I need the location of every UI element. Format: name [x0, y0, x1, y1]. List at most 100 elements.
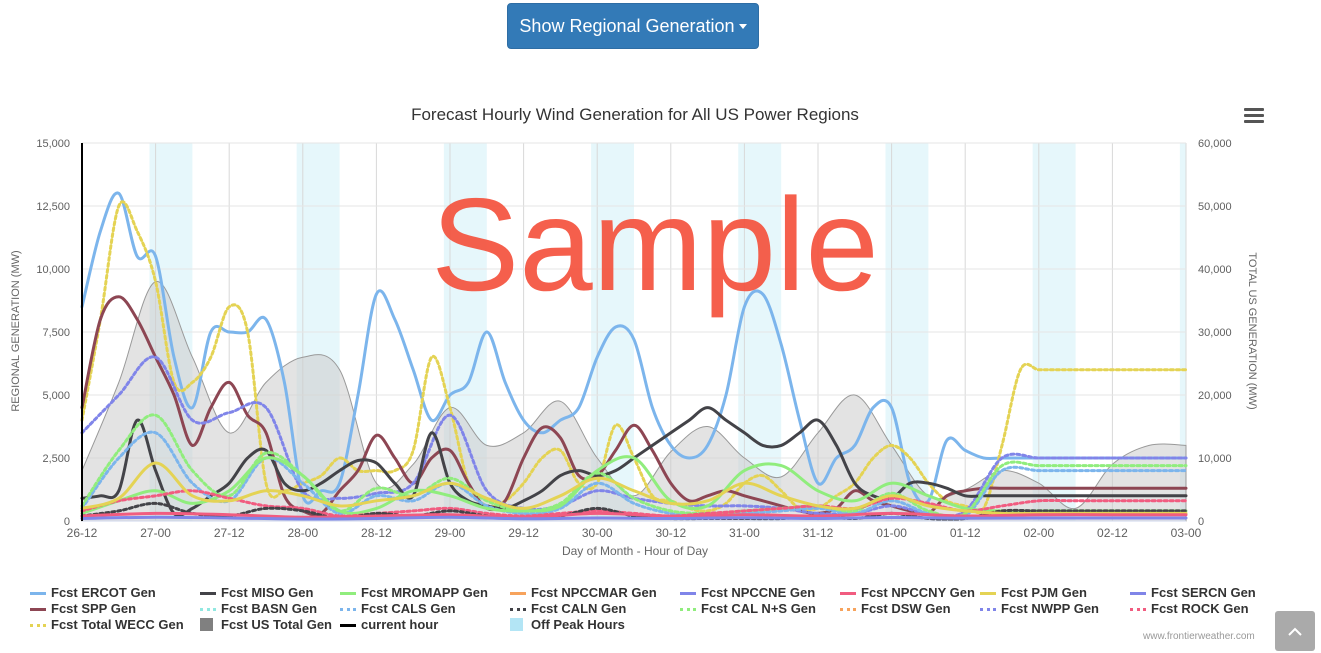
legend-item-fcst-us-total-gen[interactable]: Fcst US Total Gen — [200, 617, 332, 632]
legend-item-fcst-pjm-gen[interactable]: Fcst PJM Gen — [980, 585, 1087, 600]
legend-label: Fcst BASN Gen — [221, 601, 318, 616]
legend-symbol-icon — [340, 587, 356, 599]
y-tick-label-5: 12,500 — [36, 201, 70, 213]
legend-symbol-icon — [200, 603, 216, 615]
legend-item-fcst-mromapp-gen[interactable]: Fcst MROMAPP Gen — [340, 585, 488, 600]
legend-label: Fcst NWPP Gen — [1001, 601, 1100, 616]
chart-title: Forecast Hourly Wind Generation for All … — [411, 105, 859, 124]
y-tick-label-1: 2,500 — [42, 453, 70, 465]
legend-item-fcst-cal-n-s-gen[interactable]: Fcst CAL N+S Gen — [680, 601, 816, 616]
legend-label: Fcst ROCK Gen — [1151, 601, 1249, 616]
x-tick-label-0: 26-12 — [67, 526, 98, 540]
x-tick-label-2: 27-12 — [214, 526, 245, 540]
legend-symbol-icon — [510, 603, 526, 615]
x-tick-label-12: 01-12 — [950, 526, 981, 540]
scroll-to-top-button[interactable] — [1275, 611, 1315, 651]
chevron-up-icon — [1288, 627, 1302, 636]
legend-item-current-hour[interactable]: current hour — [340, 617, 438, 632]
legend-label: Fcst NPCCMAR Gen — [531, 585, 657, 600]
x-tick-label-11: 01-00 — [876, 526, 907, 540]
legend-label: Fcst NPCCNY Gen — [861, 585, 975, 600]
y-axis-label: REGIONAL GENERATION (MW) — [10, 250, 22, 411]
caret-down-icon — [738, 23, 747, 29]
credits-link[interactable]: www.frontierweather.com — [1143, 631, 1255, 642]
x-tick-label-1: 27-00 — [140, 526, 171, 540]
x-tick-label-4: 28-12 — [361, 526, 392, 540]
legend-item-fcst-total-wecc-gen[interactable]: Fcst Total WECC Gen — [30, 617, 184, 632]
legend-symbol-icon — [510, 587, 526, 599]
series-fcst-cal-n-s-gen — [80, 413, 1188, 519]
legend-label: Fcst MISO Gen — [221, 585, 314, 600]
legend-item-fcst-basn-gen[interactable]: Fcst BASN Gen — [200, 601, 317, 616]
y-right-tick-label-4: 40,000 — [1198, 264, 1232, 276]
series-fcst-spp-gen — [80, 295, 1188, 517]
legend-label: current hour — [361, 617, 439, 632]
series-fcst-total-wecc-gen — [80, 200, 1188, 514]
legend-item-fcst-npccne-gen[interactable]: Fcst NPCCNE Gen — [680, 585, 815, 600]
series-fcst-ercot-gen — [80, 191, 1188, 505]
legend-label: Fcst CALS Gen — [361, 601, 456, 616]
legend-label: Fcst CALN Gen — [531, 601, 627, 616]
chart-menu-icon[interactable] — [1244, 108, 1264, 124]
legend-symbol-icon — [1130, 587, 1146, 599]
y-tick-label-2: 5,000 — [42, 390, 70, 402]
legend-label: Fcst Total WECC Gen — [51, 617, 184, 632]
legend-symbol-icon — [200, 587, 216, 599]
legend-symbol-icon — [30, 587, 46, 599]
legend-item-fcst-ercot-gen[interactable]: Fcst ERCOT Gen — [30, 585, 156, 600]
legend-symbol-icon — [340, 603, 356, 615]
x-tick-label-14: 02-12 — [1097, 526, 1128, 540]
show-regional-generation-label: Show Regional Generation — [519, 15, 735, 36]
x-axis-label: Day of Month - Hour of Day — [562, 544, 708, 558]
legend-label: Fcst SERCN Gen — [1151, 585, 1256, 600]
legend-label: Off Peak Hours — [531, 617, 625, 632]
legend-label: Fcst CAL N+S Gen — [701, 601, 816, 616]
legend-item-fcst-cals-gen[interactable]: Fcst CALS Gen — [340, 601, 456, 616]
legend-symbol-icon — [680, 603, 696, 615]
x-tick-label-7: 30-00 — [582, 526, 613, 540]
y-tick-label-0: 0 — [64, 516, 70, 528]
legend-symbol-icon — [1130, 603, 1146, 615]
y-tick-label-4: 10,000 — [36, 264, 70, 276]
sample-watermark: Sample — [431, 171, 879, 318]
y-right-tick-label-5: 50,000 — [1198, 201, 1232, 213]
legend-symbol-icon — [840, 603, 856, 615]
legend-symbol-icon — [840, 587, 856, 599]
legend-symbol-icon — [510, 618, 523, 631]
y-right-tick-label-0: 0 — [1198, 516, 1204, 528]
legend-item-fcst-spp-gen[interactable]: Fcst SPP Gen — [30, 601, 136, 616]
x-tick-label-9: 31-00 — [729, 526, 760, 540]
legend-item-fcst-npccny-gen[interactable]: Fcst NPCCNY Gen — [840, 585, 975, 600]
show-regional-generation-button[interactable]: Show Regional Generation — [507, 3, 759, 49]
legend-label: Fcst SPP Gen — [51, 601, 137, 616]
x-tick-label-6: 29-12 — [508, 526, 539, 540]
legend-symbol-icon — [30, 619, 46, 631]
series-fcst-npccny-gen — [80, 511, 1188, 519]
series-fcst-sercn-gen — [80, 515, 1188, 521]
legend-item-fcst-dsw-gen[interactable]: Fcst DSW Gen — [840, 601, 951, 616]
x-tick-label-8: 30-12 — [655, 526, 686, 540]
x-tick-label-5: 29-00 — [435, 526, 466, 540]
y-right-tick-label-1: 10,000 — [1198, 453, 1232, 465]
x-tick-label-15: 03-00 — [1171, 526, 1202, 540]
x-tick-label-3: 28-00 — [287, 526, 318, 540]
legend-label: Fcst ERCOT Gen — [51, 585, 156, 600]
legend-item-off-peak-hours[interactable]: Off Peak Hours — [510, 617, 625, 632]
legend-label: Fcst PJM Gen — [1001, 585, 1087, 600]
legend-symbol-icon — [30, 603, 46, 615]
legend-item-fcst-rock-gen[interactable]: Fcst ROCK Gen — [1130, 601, 1249, 616]
legend-symbol-icon — [340, 619, 356, 631]
y-tick-label-6: 15,000 — [36, 138, 70, 150]
legend-symbol-icon — [980, 603, 996, 615]
legend-symbol-icon — [680, 587, 696, 599]
y-right-tick-label-2: 20,000 — [1198, 390, 1232, 402]
legend-item-fcst-npccmar-gen[interactable]: Fcst NPCCMAR Gen — [510, 585, 657, 600]
legend-item-fcst-caln-gen[interactable]: Fcst CALN Gen — [510, 601, 626, 616]
series-fcst-nwpp-gen — [80, 355, 1188, 518]
legend-item-fcst-miso-gen[interactable]: Fcst MISO Gen — [200, 585, 313, 600]
y-right-tick-label-3: 30,000 — [1198, 327, 1232, 339]
legend-label: Fcst US Total Gen — [221, 617, 332, 632]
legend-item-fcst-nwpp-gen[interactable]: Fcst NWPP Gen — [980, 601, 1099, 616]
legend-label: Fcst NPCCNE Gen — [701, 585, 816, 600]
legend-item-fcst-sercn-gen[interactable]: Fcst SERCN Gen — [1130, 585, 1256, 600]
